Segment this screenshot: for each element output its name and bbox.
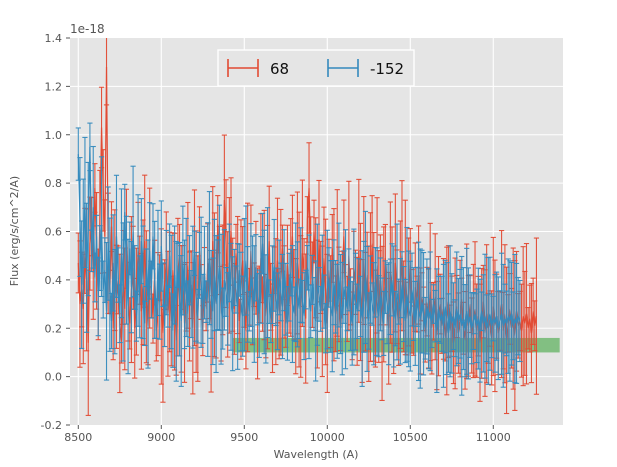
x-tick-label: 9500: [230, 431, 258, 444]
y-tick-labels: -0.2 0.0 0.2 0.4 0.6 0.8 1.0 1.2 1.4: [41, 32, 62, 432]
y-tick-label: 1.4: [45, 32, 63, 45]
axis-ticks: [66, 37, 494, 429]
legend-entry--152[interactable]: -152: [327, 59, 404, 78]
legend-label: 68: [270, 60, 289, 78]
series-line--152: [77, 146, 521, 334]
green-shaded-band: [232, 337, 560, 353]
series--152[interactable]: [75, 0, 563, 396]
legend-label: -152: [370, 60, 404, 78]
y-tick-label: 0.6: [45, 226, 63, 239]
y-tick-label: 0.4: [45, 274, 63, 287]
y-tick-label: 1.2: [45, 80, 63, 93]
y-tick-label: 0.8: [45, 177, 63, 190]
y-axis-title: Flux (erg/s/cm^2/A): [8, 176, 21, 286]
y-tick-label: -0.2: [41, 419, 62, 432]
shaded-confidence-band: [232, 337, 560, 353]
y-axis-offset-label: 1e-18: [70, 22, 105, 36]
x-tick-label: 10000: [310, 431, 345, 444]
legend-entry-68[interactable]: 68: [227, 59, 289, 78]
y-tick-label: 1.0: [45, 129, 63, 142]
plot-legend[interactable]: 68 -152: [217, 49, 415, 87]
x-tick-label: 8500: [64, 431, 92, 444]
y-tick-label: 0.0: [45, 371, 63, 384]
x-tick-label: 9000: [147, 431, 175, 444]
x-tick-label: 10500: [393, 431, 428, 444]
y-tick-label: 0.2: [45, 322, 63, 335]
x-tick-labels: 8500 9000 9500 10000 10500 11000: [64, 431, 510, 444]
x-axis-title: Wavelength (A): [274, 448, 359, 461]
data-series-group[interactable]: [75, 0, 563, 416]
x-tick-label: 11000: [476, 431, 511, 444]
